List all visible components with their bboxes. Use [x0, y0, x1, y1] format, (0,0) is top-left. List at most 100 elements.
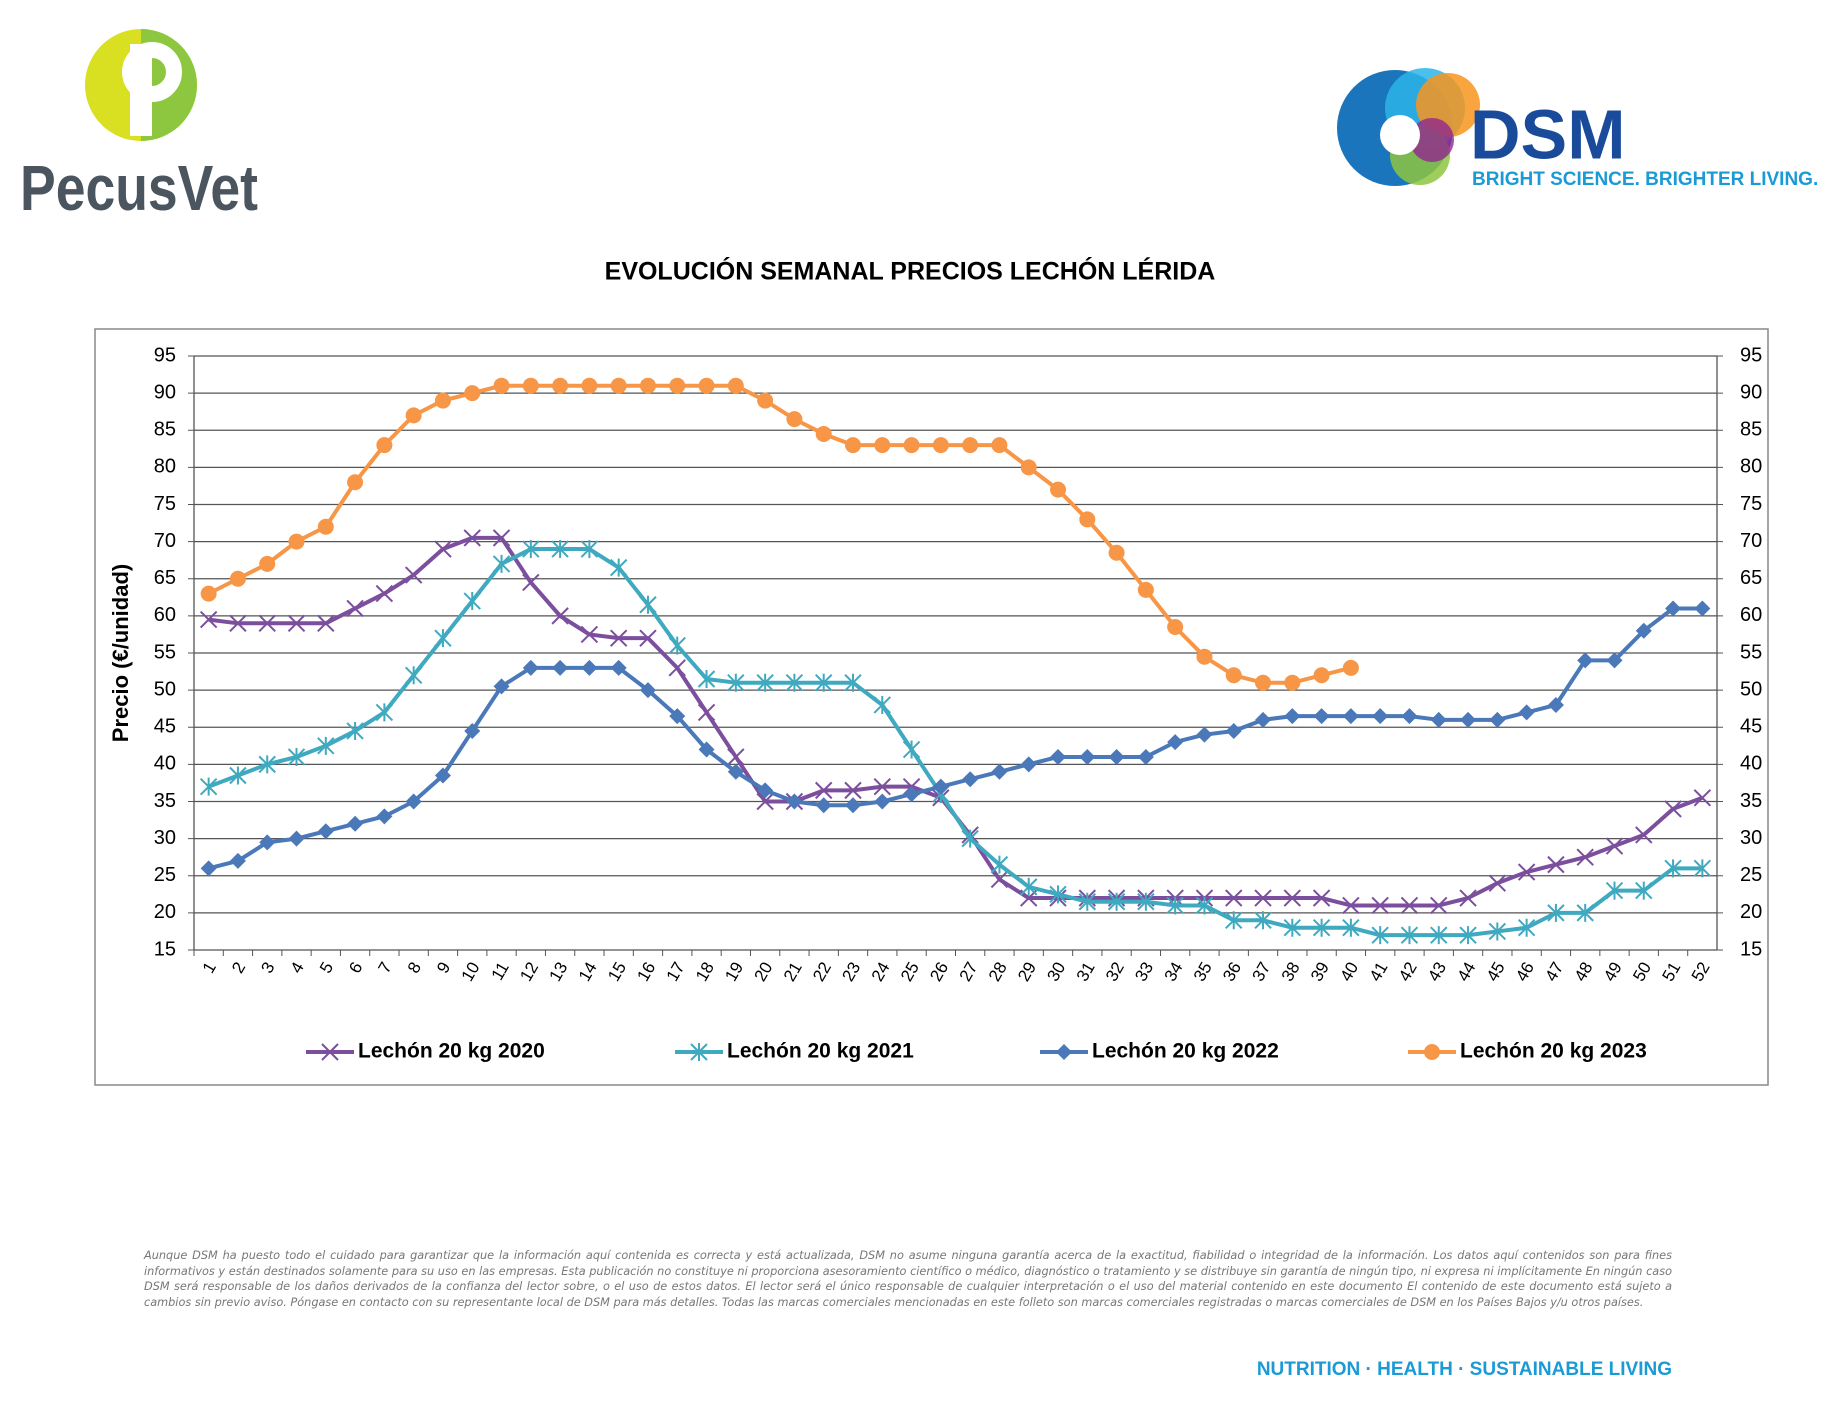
marker: [1284, 708, 1301, 725]
marker: [317, 614, 335, 633]
marker: [1137, 892, 1155, 911]
marker: [1313, 667, 1330, 684]
y2-tick-label: 20: [1740, 901, 1762, 923]
marker: [199, 777, 218, 796]
x-tick-label: 43: [1424, 959, 1450, 985]
marker: [1401, 708, 1418, 725]
marker: [375, 703, 394, 722]
x-tick-label: 12: [516, 959, 542, 985]
x-tick-label: 34: [1161, 959, 1187, 985]
marker: [1635, 881, 1653, 900]
marker: [1693, 789, 1712, 807]
dsm-logo: DSM BRIGHT SCIENCE. BRIGHTER LIVING.: [1337, 68, 1818, 190]
marker: [844, 437, 861, 454]
marker: [639, 629, 657, 647]
x-tick-label: 48: [1571, 959, 1597, 985]
marker: [1635, 826, 1653, 844]
marker: [639, 595, 657, 614]
marker: [434, 540, 452, 558]
marker: [668, 659, 686, 677]
x-tick-label: 31: [1073, 959, 1099, 985]
marker: [492, 529, 511, 547]
marker: [902, 740, 921, 759]
marker: [1137, 748, 1154, 765]
marker: [1547, 855, 1565, 874]
marker: [814, 673, 833, 692]
marker: [1488, 874, 1507, 892]
marker: [991, 437, 1008, 454]
y-tick-label: 35: [154, 790, 176, 812]
marker: [1430, 711, 1447, 728]
marker: [1225, 911, 1243, 930]
marker: [375, 584, 394, 603]
marker: [463, 592, 481, 611]
marker: [1342, 896, 1360, 915]
marker: [815, 797, 832, 814]
y2-tick-label: 95: [1740, 344, 1762, 366]
x-tick-label: 30: [1043, 959, 1069, 985]
y2-tick-label: 25: [1740, 864, 1762, 886]
marker: [844, 797, 861, 814]
marker: [1254, 889, 1272, 907]
x-tick-label: 14: [575, 959, 601, 985]
x-tick-label: 11: [488, 959, 513, 984]
right-logo-text: DSM: [1470, 95, 1626, 173]
marker: [697, 669, 716, 688]
x-tick-label: 21: [780, 959, 806, 985]
x-tick-label: 1: [199, 959, 220, 977]
marker: [492, 554, 511, 573]
x-tick-label: 50: [1629, 959, 1655, 985]
marker: [1605, 881, 1624, 900]
legend-marker: [1424, 1044, 1440, 1060]
marker: [1137, 581, 1154, 598]
marker: [1664, 859, 1682, 878]
marker: [1050, 748, 1067, 765]
marker: [346, 721, 364, 740]
marker: [610, 659, 627, 676]
marker: [962, 771, 979, 788]
marker: [434, 629, 452, 648]
marker: [200, 860, 217, 877]
marker: [873, 777, 891, 796]
marker: [1284, 674, 1301, 691]
marker: [229, 852, 246, 869]
marker: [1312, 889, 1331, 907]
y-tick-label: 70: [154, 530, 176, 552]
marker: [1400, 926, 1419, 945]
marker: [258, 614, 276, 633]
marker: [1489, 711, 1506, 728]
marker: [815, 425, 832, 442]
marker: [1342, 918, 1360, 937]
x-tick-label: 39: [1307, 959, 1333, 985]
marker: [229, 614, 247, 633]
pecusvet-logo: PecusVet: [20, 29, 258, 224]
marker: [1225, 889, 1243, 907]
marker: [668, 636, 686, 655]
marker: [727, 763, 744, 780]
marker: [552, 659, 569, 676]
x-tick-label: 25: [897, 959, 923, 985]
marker: [990, 855, 1009, 874]
marker: [1694, 600, 1711, 617]
y-tick-label: 40: [154, 753, 176, 775]
marker: [580, 625, 599, 644]
marker: [962, 437, 979, 454]
marker: [404, 566, 423, 584]
y-tick-label: 15: [154, 938, 176, 960]
marker: [639, 682, 656, 699]
marker: [1342, 659, 1359, 676]
marker: [522, 659, 539, 676]
legend-label: Lechón 20 kg 2023: [1460, 1040, 1647, 1063]
chart-title: EVOLUCIÓN SEMANAL PRECIOS LECHÓN LÉRIDA: [605, 256, 1216, 286]
marker: [347, 815, 364, 832]
marker: [1430, 896, 1448, 915]
marker: [1635, 622, 1652, 639]
y-tick-label: 20: [154, 901, 176, 923]
y2-tick-label: 85: [1740, 419, 1762, 441]
y-tick-label: 85: [154, 419, 176, 441]
marker: [317, 518, 334, 535]
marker: [639, 377, 656, 394]
marker: [1547, 696, 1564, 713]
marker: [756, 673, 774, 692]
marker: [1342, 708, 1359, 725]
